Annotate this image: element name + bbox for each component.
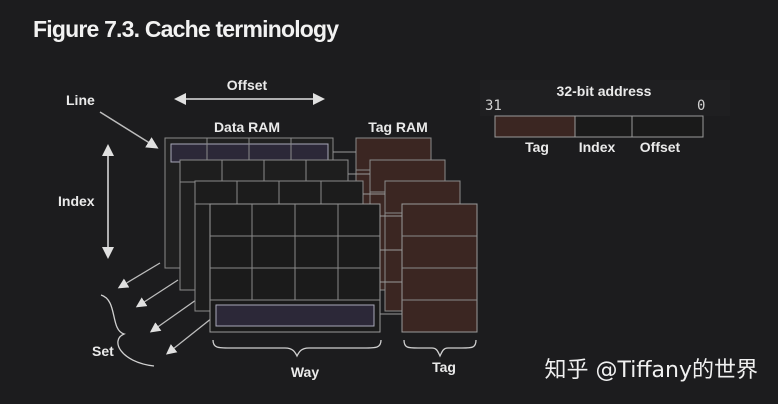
address-lsb: 0 [697,98,705,114]
address-field-offset: Offset [640,139,681,155]
address-index-field [574,115,633,138]
set-arrow-4 [165,317,213,355]
tag-ram-label: Tag RAM [368,119,428,135]
tag-ram-front [401,203,478,333]
tag-brace [403,339,477,358]
address-msb: 31 [485,98,502,114]
connectors [333,151,402,315]
set-arrow-3 [149,299,197,333]
data-ram-label: Data RAM [214,119,280,135]
line-label: Line [66,92,95,108]
line-pointer [99,111,159,149]
set-arrow-2 [135,279,179,308]
address-diagram: 32-bit address 31 0 Tag Index Offset [480,80,730,155]
data-ram-way-4 [209,203,381,333]
offset-label: Offset [227,77,268,93]
address-offset-field [631,115,704,138]
address-tag-field [494,115,576,138]
figure-title: Figure 7.3. Cache terminology [33,16,339,42]
way-label: Way [291,364,319,380]
highlighted-line [215,304,375,327]
set-label: Set [92,343,114,359]
watermark: 知乎 @Tiffany的世界 [544,358,758,383]
address-title: 32-bit address [557,83,652,99]
set-arrow-1 [117,262,161,289]
set-brace [100,294,155,367]
way-brace [212,339,382,358]
index-label: Index [58,193,95,209]
tag-label: Tag [432,359,456,375]
address-backdrop [480,80,730,116]
address-field-tag: Tag [525,139,549,155]
address-field-index: Index [579,139,616,155]
